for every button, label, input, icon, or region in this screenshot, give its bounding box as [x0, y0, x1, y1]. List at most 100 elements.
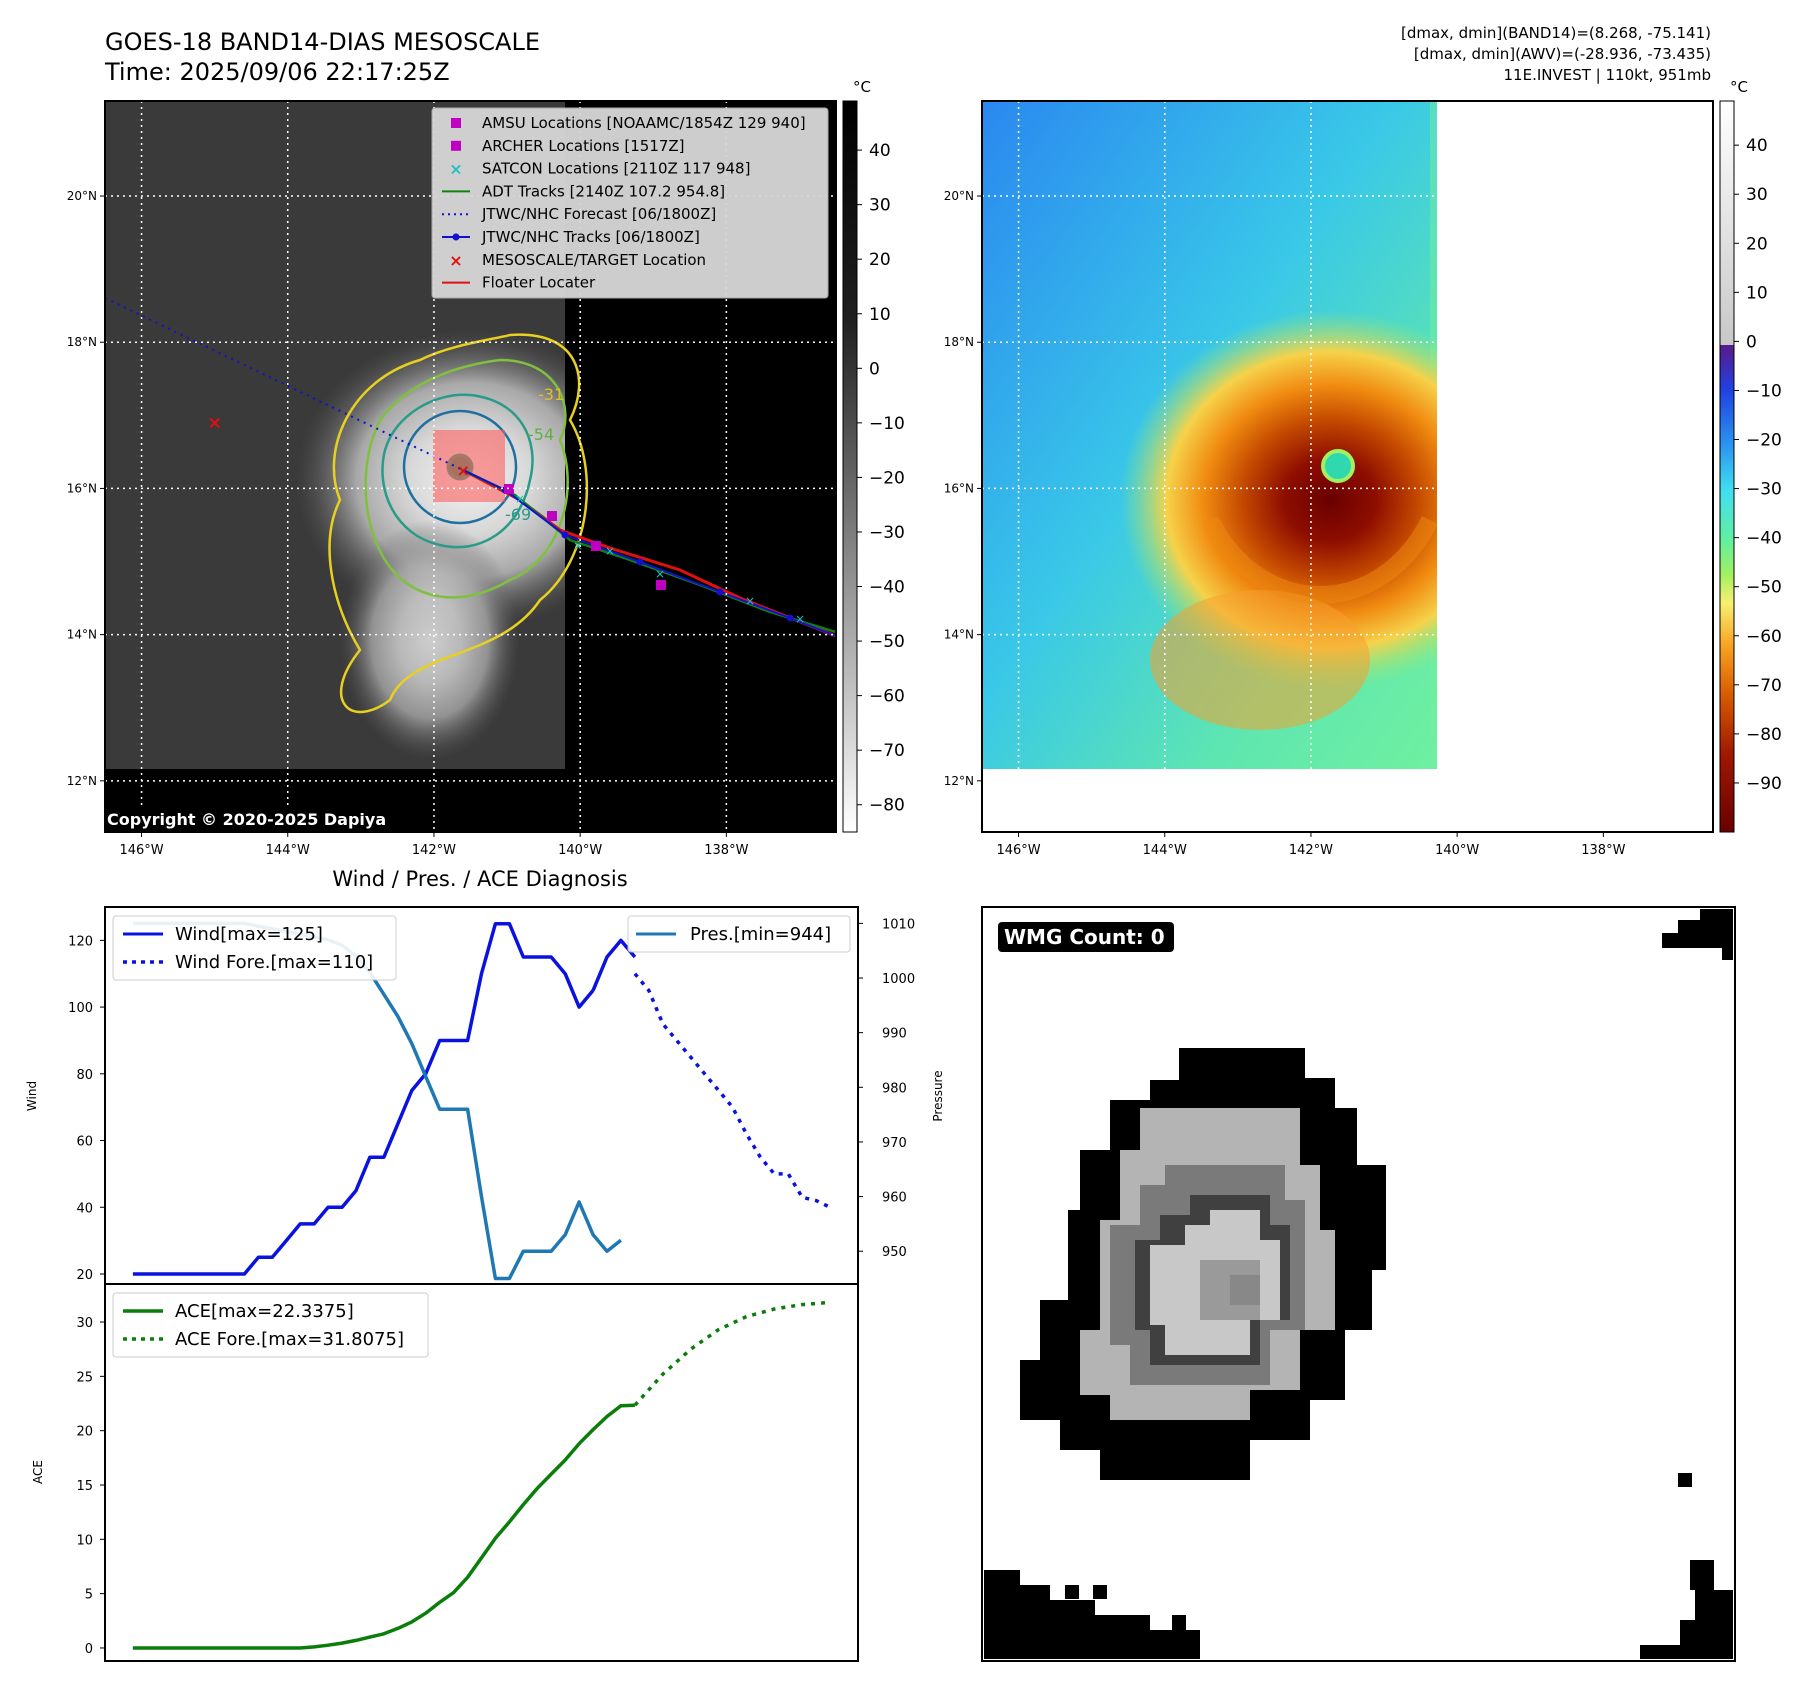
legend-box: [112, 1292, 429, 1358]
colorbar-tick-label: −70: [1746, 676, 1782, 696]
lat-tick-label: 20°N: [944, 189, 974, 203]
legend-label: SATCON Locations [2110Z 117 948]: [482, 160, 750, 178]
lon-tick-label: 142°W: [412, 843, 456, 858]
legend-label: Floater Locater: [482, 274, 596, 292]
legend-label: JTWC/NHC Forecast [06/1800Z]: [481, 205, 716, 223]
colorbar-unit: °C: [1730, 78, 1748, 96]
colorbar-tick-label: −60: [869, 687, 905, 707]
lon-tick-label: 138°W: [1581, 843, 1625, 858]
map-gridlines: [982, 101, 1713, 832]
legend-label-wind-forecast: Wind Fore.[max=110]: [175, 952, 373, 973]
legend-label: ARCHER Locations [1517Z]: [482, 137, 685, 155]
colorbar-unit: °C: [853, 78, 871, 96]
awv-colorbar: °C 40 30 20 10 0 −10 −20 −30 −40 −50 −60 −70 −80 −90: [1719, 78, 1782, 833]
legend-label-pressure: Pres.[min=944]: [690, 924, 831, 945]
awv-map-panel: 146°W 144°W 142°W 140°W 138°W 20°N 18°N 16°N 14°…: [944, 100, 1714, 858]
legend-label: JTWC/NHC Tracks [06/1800Z]: [481, 228, 700, 246]
wmg-cold-region: [1662, 909, 1733, 960]
satcon-marker: ×: [515, 492, 525, 506]
ace-chart: ACE 0 5 10 15 20 25 30 ACE[max=22.3375] ACE Fo…: [31, 1283, 859, 1662]
pressure-tick-label: 990: [882, 1027, 907, 1042]
ace-tick-label: 30: [76, 1316, 93, 1331]
lon-tick-label: 146°W: [996, 843, 1040, 858]
lon-tick-label: 146°W: [119, 843, 163, 858]
colorbar-tick-label: −40: [869, 578, 905, 598]
colorbar-tick-label: 40: [1746, 136, 1768, 156]
lat-tick-label: 18°N: [67, 335, 97, 349]
contour-label: -54: [528, 425, 554, 444]
lon-tick-label: 144°W: [1143, 843, 1187, 858]
awv-eye: [1321, 449, 1355, 483]
colorbar-tick-label: −50: [1746, 578, 1782, 598]
storm-center-marker: ×: [456, 461, 469, 480]
lon-tick-label: 140°W: [1435, 843, 1479, 858]
colorbar-tick-label: −60: [1746, 627, 1782, 647]
colorbar-tick-label: −30: [1746, 480, 1782, 500]
pressure-ylabel: Pressure: [931, 1070, 945, 1121]
legend-label: ADT Tracks [2140Z 107.2 954.8]: [482, 182, 725, 200]
best-track-point: [786, 614, 794, 622]
pressure-tick-label: 980: [882, 1081, 907, 1096]
colorbar-tick-label: −50: [869, 632, 905, 652]
lon-tick-label: 142°W: [1289, 843, 1333, 858]
colorbar-warm: [1720, 101, 1734, 345]
contour-label: -69: [505, 505, 531, 524]
legend-box: [112, 915, 397, 981]
wind-tick-label: 20: [76, 1268, 93, 1283]
pressure-tick-label: 1010: [882, 917, 915, 932]
contour-label: -31: [538, 385, 564, 404]
colorbar-tick-label: −20: [1746, 431, 1782, 451]
wind-tick-label: 100: [68, 1001, 93, 1016]
legend-swatch: ×: [449, 251, 462, 270]
info-storm-status: 11E.INVEST | 110kt, 951mb: [1504, 66, 1712, 84]
awv-no-data: [1437, 101, 1713, 832]
legend-items: AMSU Locations [NOAAMC/1854Z 129 940] ARC…: [442, 114, 806, 292]
lon-tick-label: 144°W: [266, 843, 310, 858]
diagnosis-title: Wind / Pres. / ACE Diagnosis: [332, 867, 627, 891]
colorbar-tick-label: −40: [1746, 529, 1782, 549]
amsu-marker: [591, 541, 601, 551]
colorbar-cold: [1720, 345, 1734, 832]
lat-tick-label: 12°N: [67, 774, 97, 788]
legend-swatch-dot: [452, 233, 460, 241]
lat-tick-label: 14°N: [67, 628, 97, 642]
map-legend: AMSU Locations [NOAAMC/1854Z 129 940] ARC…: [431, 107, 829, 299]
legend-box: [431, 107, 829, 299]
awv-no-data-bottom: [982, 769, 1713, 832]
info-band14-range: [dmax, dmin](BAND14)=(8.268, -75.141): [1401, 24, 1711, 42]
contour-blue: [402, 409, 518, 525]
colorbar-ticks: 40 30 20 10 0 −10 −20 −30 −40 −50 −60 −70 −80 −90: [1734, 136, 1782, 794]
wmg-count-badge: [998, 922, 1174, 952]
band14-colorbar: °C 40 30 20 10 0 −10 −20 −30 −40 −50 −60 −70 −80: [842, 78, 905, 833]
pressure-tick-label: 1000: [882, 972, 915, 987]
colorbar-tick-label: −70: [869, 741, 905, 761]
legend-box: [627, 915, 851, 953]
legend-label-ace: ACE[max=22.3375]: [175, 1301, 354, 1322]
lon-tick-label: 140°W: [558, 843, 602, 858]
figure-time: Time: 2025/09/06 22:17:25Z: [104, 58, 450, 86]
colorbar-tick-label: −80: [1746, 725, 1782, 745]
wmg-panel: WMG Count: 0: [981, 906, 1736, 1662]
copyright-bg: [105, 808, 405, 832]
ace-tick-label: 15: [76, 1479, 93, 1494]
satcon-marker: ×: [655, 567, 665, 581]
colorbar-tick-label: 30: [1746, 185, 1768, 205]
wind-ylabel: Wind: [25, 1081, 39, 1111]
pressure-tick-label: 960: [882, 1191, 907, 1206]
ace-series-line-0: [132, 1403, 635, 1650]
map-axis-ticks: 146°W 144°W 142°W 140°W 138°W 20°N 18°N 16°N 14°…: [944, 189, 1626, 858]
amsu-marker: [547, 511, 557, 521]
colorbar-tick-label: 20: [869, 250, 891, 270]
band14-map-panel: -31 -54 -69 × × × × × × × × Copyright © 2020-20…: [67, 100, 837, 858]
wind-tick-label: 40: [76, 1201, 93, 1216]
contour-yellow: [328, 333, 589, 714]
ir-rainband: [340, 520, 520, 760]
legend-swatch: [451, 118, 461, 128]
colorbar-tick-label: −20: [869, 468, 905, 488]
legend-swatch: [451, 140, 461, 151]
awv-spiral-arm: [1201, 515, 1439, 604]
wmg-cold-pixel: [1678, 1473, 1692, 1487]
satcon-marker: ×: [795, 612, 805, 626]
lat-tick-label: 16°N: [67, 481, 97, 495]
